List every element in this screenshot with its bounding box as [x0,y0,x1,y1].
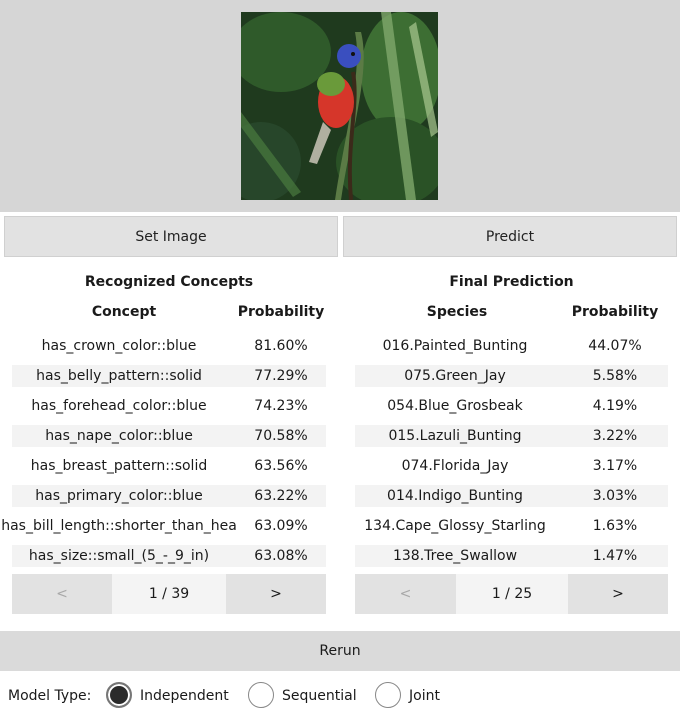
concepts-name-cell: has_forehead_color::blue [31,398,207,414]
radio-joint[interactable] [375,682,401,708]
prediction-name-cell: 074.Florida_Jay [401,458,509,474]
image-display-area [0,0,680,212]
concepts-probability-cell: 70.58% [254,428,308,444]
concepts-next-page-button[interactable]: > [226,574,326,614]
prediction-probability-cell: 3.22% [592,428,638,444]
table-row: has_bill_length::shorter_than_hea 63.09% [1,515,326,537]
concepts-name-cell: has_crown_color::blue [41,338,197,354]
radio-joint-label[interactable]: Joint [409,688,440,704]
table-row: has_crown_color::blue 81.60% [12,335,326,357]
concepts-probability-cell: 77.29% [254,368,308,384]
prediction-name-cell: 016.Painted_Bunting [382,338,528,354]
table-row: 014.Indigo_Bunting 3.03% [355,485,668,507]
prediction-name-cell: 138.Tree_Swallow [392,548,518,564]
prediction-name-cell: 015.Lazuli_Bunting [388,428,522,444]
concepts-title: Recognized Concepts [84,274,254,290]
table-row: has_breast_pattern::solid 63.56% [12,455,326,477]
table-row: has_primary_color::blue 63.22% [12,485,326,507]
prediction-next-page-button[interactable]: > [568,574,668,614]
prediction-name-cell: 054.Blue_Grosbeak [387,398,523,414]
prediction-probability-cell: 4.19% [592,398,638,414]
concepts-name-cell: has_size::small_(5_-_9_in) [28,548,210,564]
radio-sequential-label[interactable]: Sequential [282,688,357,704]
radio-sequential[interactable] [248,682,274,708]
prediction-name-cell: 014.Indigo_Bunting [387,488,523,504]
concepts-probability-cell: 81.60% [254,338,308,354]
concepts-prev-page-button[interactable]: < [12,574,112,614]
bird-photo [241,12,438,200]
table-row: 015.Lazuli_Bunting 3.22% [355,425,668,447]
prediction-probability-cell: 5.58% [592,368,638,384]
prediction-name-cell: 134.Cape_Glossy_Starling [364,518,546,534]
concept-probability-column-header: Probability [237,304,325,320]
prediction-probability-column-header: Probability [571,304,659,320]
concepts-table: has_crown_color::blue 81.60%has_belly_pat… [1,335,326,576]
prediction-prev-page-button[interactable]: < [355,574,456,614]
species-column-header: Species [426,304,488,320]
concepts-probability-cell: 74.23% [254,398,308,414]
table-row: 075.Green_Jay 5.58% [355,365,668,387]
prediction-title: Final Prediction [449,274,574,290]
table-row: 138.Tree_Swallow 1.47% [355,545,668,567]
concepts-probability-cell: 63.08% [254,548,308,564]
prediction-probability-cell: 3.17% [592,458,638,474]
predict-button[interactable]: Predict [343,216,677,257]
set-image-button[interactable]: Set Image [4,216,338,257]
radio-independent-label[interactable]: Independent [140,688,229,704]
table-row: has_nape_color::blue 70.58% [12,425,326,447]
concepts-probability-cell: 63.56% [254,458,308,474]
prediction-name-cell: 075.Green_Jay [404,368,506,384]
radio-independent[interactable] [106,682,132,708]
concepts-probability-cell: 63.09% [254,518,308,534]
prediction-probability-cell: 44.07% [588,338,642,354]
table-row: 134.Cape_Glossy_Starling 1.63% [355,515,668,537]
concepts-name-cell: has_bill_length::shorter_than_hea [1,518,237,534]
prediction-table: 016.Painted_Bunting 44.07% 075.Green_Jay 5.… [355,336,668,576]
table-row: has_belly_pattern::solid 77.29% [12,365,326,387]
table-row: 054.Blue_Grosbeak 4.19% [355,395,668,417]
prediction-probability-cell: 3.03% [592,488,638,504]
concepts-name-cell: has_primary_color::blue [35,488,203,504]
concepts-name-cell: has_nape_color::blue [45,428,193,444]
prediction-probability-cell: 1.47% [592,548,638,564]
table-row: 016.Painted_Bunting 44.07% [355,335,668,357]
prediction-page-indicator: 1 / 25 [456,574,568,614]
prediction-probability-cell: 1.63% [592,518,638,534]
concept-column-header: Concept [91,304,157,320]
concepts-name-cell: has_breast_pattern::solid [30,458,208,474]
rerun-button[interactable]: Rerun [0,631,680,671]
concepts-name-cell: has_belly_pattern::solid [36,368,202,384]
model-type-label: Model Type: [8,688,92,704]
concepts-probability-cell: 63.22% [254,488,308,504]
table-row: has_size::small_(5_-_9_in) 63.08% [12,545,326,567]
concepts-page-indicator: 1 / 39 [112,574,226,614]
table-row: 074.Florida_Jay 3.17% [355,455,668,477]
model-type-selector: Model Type: Independent Sequential Joint [0,680,680,714]
table-row: has_forehead_color::blue 74.23% [12,395,326,417]
